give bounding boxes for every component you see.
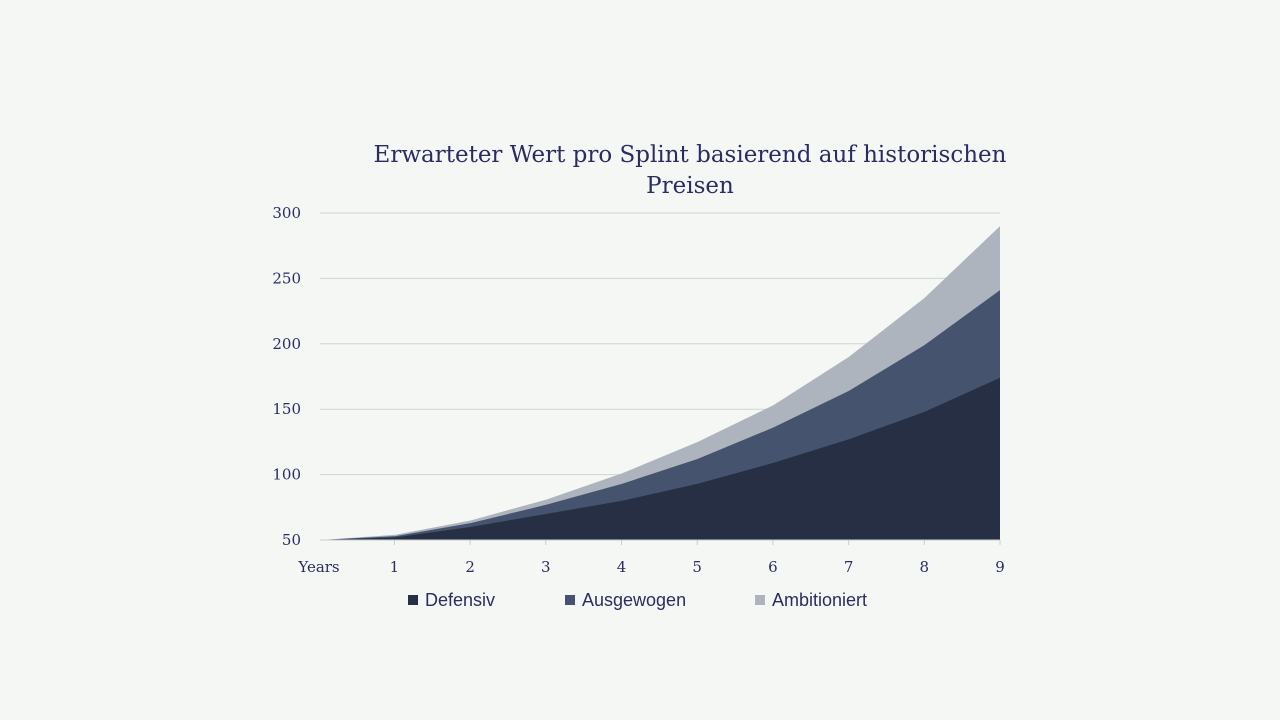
x-tick-label: 5 bbox=[692, 558, 702, 576]
x-tick-label: 9 bbox=[995, 558, 1005, 576]
y-tick-label: 150 bbox=[272, 400, 301, 418]
chart-title: Erwarteter Wert pro Splint basierend auf… bbox=[373, 142, 1007, 199]
legend-label: Ambitioniert bbox=[772, 589, 868, 610]
y-tick-label: 300 bbox=[272, 204, 301, 222]
legend-label: Defensiv bbox=[425, 589, 496, 610]
legend-swatch bbox=[408, 595, 418, 605]
x-tick-label: 3 bbox=[541, 558, 551, 576]
y-tick-label: 50 bbox=[282, 531, 301, 549]
legend-item-ausgewogen: Ausgewogen bbox=[565, 587, 686, 613]
x-tick-label: 2 bbox=[465, 558, 475, 576]
x-axis-title: Years bbox=[297, 558, 339, 576]
legend-item-ambitioniert: Ambitioniert bbox=[755, 587, 867, 613]
legend-swatch bbox=[755, 595, 765, 605]
legend: Defensiv Ausgewogen Ambitioniert bbox=[0, 587, 1280, 613]
axes bbox=[320, 539, 1001, 545]
legend-swatch bbox=[565, 595, 575, 605]
x-tick-label: 4 bbox=[617, 558, 627, 576]
x-tick-label: 6 bbox=[768, 558, 778, 576]
legend-label: Ausgewogen bbox=[582, 589, 687, 610]
x-tick-label: 8 bbox=[920, 558, 930, 576]
legend-item-defensiv: Defensiv bbox=[408, 587, 495, 613]
y-tick-label: 100 bbox=[272, 466, 301, 484]
area-series bbox=[320, 226, 1000, 540]
y-tick-label: 250 bbox=[272, 269, 301, 287]
x-tick-label: 1 bbox=[390, 558, 400, 576]
tick-labels: 50 100 150 200 250 300 Years 1 2 3 4 5 6 7 8 9 bbox=[272, 204, 1004, 576]
x-tick-label: 7 bbox=[844, 558, 854, 576]
y-tick-label: 200 bbox=[272, 335, 301, 353]
area-defensiv bbox=[320, 377, 1000, 540]
